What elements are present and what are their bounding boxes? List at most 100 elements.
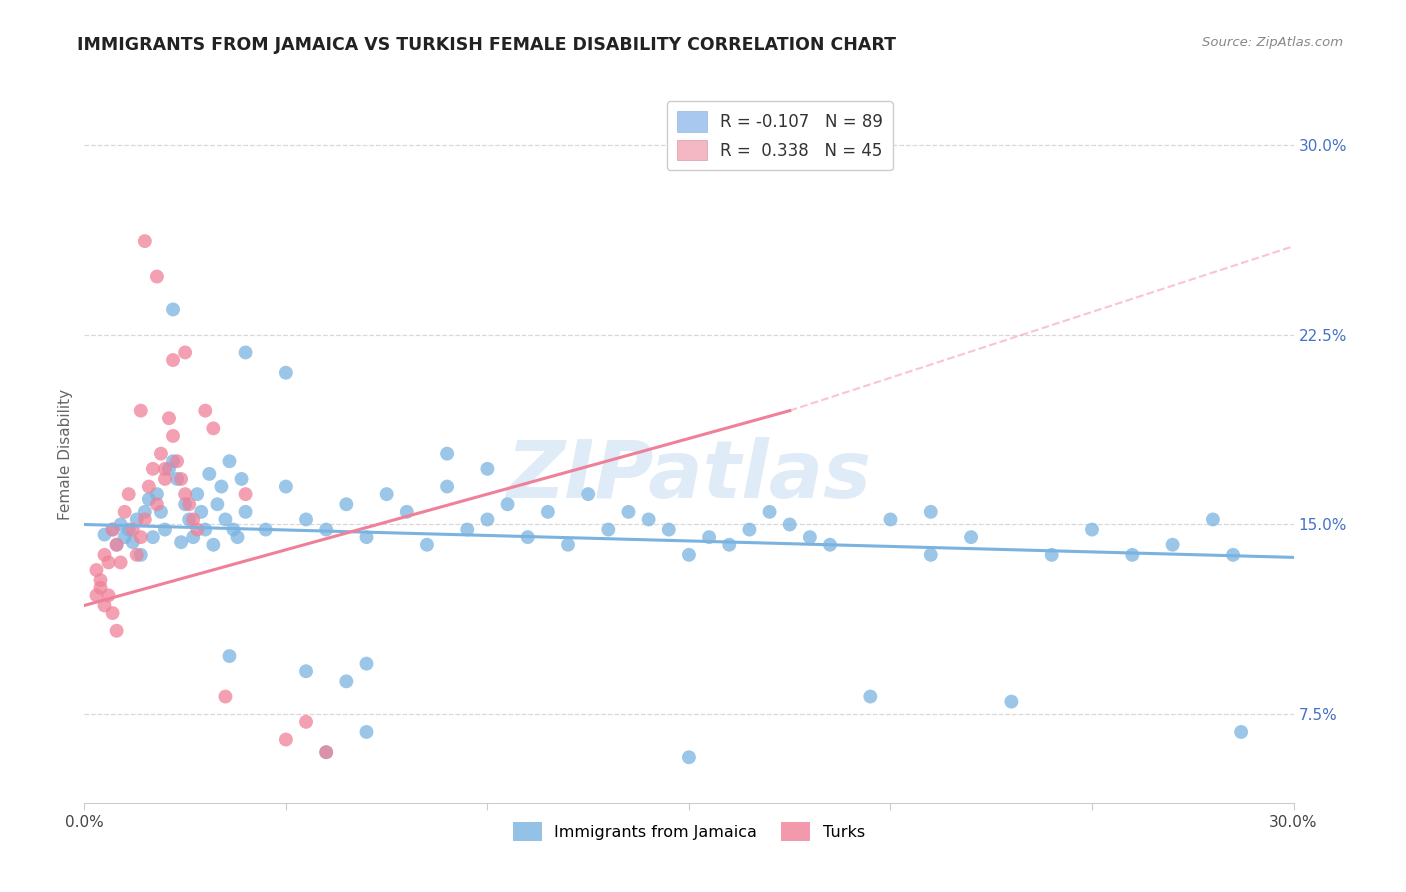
Point [1000,695,1022,709]
Point [138,492,160,507]
Point [129,530,152,544]
Point [879,512,901,526]
Point [1161,538,1184,552]
Point [738,523,761,537]
Point [174,497,197,511]
Point [186,487,208,501]
Point [818,538,841,552]
Point [799,530,821,544]
Point [678,750,700,764]
Point [231,472,253,486]
Point [134,505,156,519]
Point [110,517,132,532]
Point [153,462,176,476]
Point [209,479,232,493]
Text: Source: ZipAtlas.com: Source: ZipAtlas.com [1202,36,1343,49]
Point [1121,548,1143,562]
Point [274,479,297,493]
Point [110,556,132,570]
Point [477,512,499,526]
Text: ZIPatlas: ZIPatlas [506,437,872,515]
Point [170,472,193,486]
Point [207,497,229,511]
Point [89,581,111,595]
Point [1202,512,1225,526]
Point [194,523,217,537]
Point [101,606,124,620]
Point [149,505,172,519]
Point [179,512,201,526]
Point [335,674,357,689]
Point [222,523,245,537]
Point [960,530,983,544]
Point [181,530,204,544]
Point [86,563,108,577]
Point [1040,548,1063,562]
Point [174,487,197,501]
Point [129,548,152,562]
Point [86,588,108,602]
Point [295,512,318,526]
Point [1222,548,1244,562]
Point [218,454,240,468]
Point [758,505,780,519]
Point [576,487,599,501]
Point [375,487,398,501]
Point [138,479,160,493]
Point [105,538,128,552]
Point [315,745,337,759]
Text: IMMIGRANTS FROM JAMAICA VS TURKISH FEMALE DISABILITY CORRELATION CHART: IMMIGRANTS FROM JAMAICA VS TURKISH FEMAL… [77,36,897,54]
Point [356,725,378,739]
Point [436,447,458,461]
Point [678,548,700,562]
Point [235,505,257,519]
Point [456,523,478,537]
Point [118,523,141,537]
Point [114,505,136,519]
Point [157,411,180,425]
Point [153,472,176,486]
Point [174,345,197,359]
Point [315,523,337,537]
Point [274,732,297,747]
Point [125,548,148,562]
Point [146,269,169,284]
Point [149,447,172,461]
Point [101,523,124,537]
Point [93,599,115,613]
Point [214,690,236,704]
Point [1230,725,1253,739]
Point [697,530,720,544]
Point [121,523,143,537]
Point [166,454,188,468]
Point [134,234,156,248]
Point [295,714,318,729]
Y-axis label: Female Disability: Female Disability [58,389,73,521]
Point [356,657,378,671]
Point [186,523,208,537]
Point [202,421,225,435]
Point [598,523,620,537]
Point [718,538,741,552]
Point [274,366,297,380]
Point [226,530,249,544]
Point [93,527,115,541]
Point [166,472,188,486]
Point [214,512,236,526]
Point [779,517,801,532]
Point [93,548,115,562]
Point [202,538,225,552]
Point [1081,523,1104,537]
Point [637,512,659,526]
Point [105,624,128,638]
Point [157,462,180,476]
Point [859,690,882,704]
Point [218,648,240,663]
Point [121,535,143,549]
Point [89,573,111,587]
Point [101,523,124,537]
Point [181,512,204,526]
Point [516,530,538,544]
Point [254,523,277,537]
Point [194,403,217,417]
